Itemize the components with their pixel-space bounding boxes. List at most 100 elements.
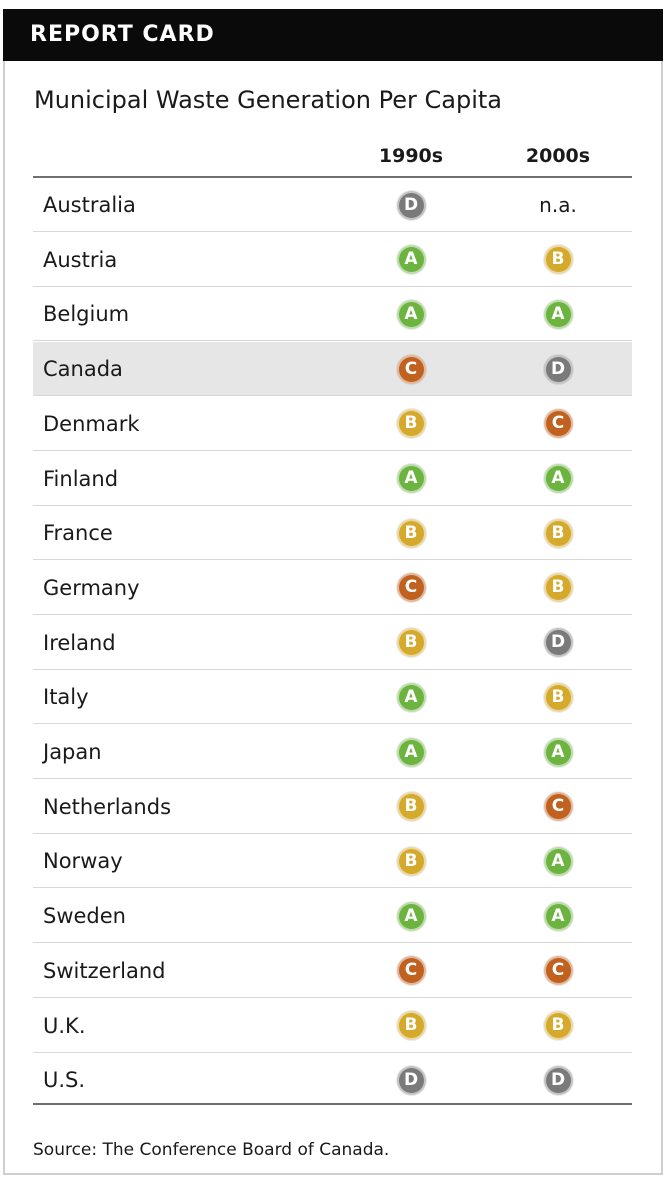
grade-c-badge: C xyxy=(543,409,573,439)
country-label: Canada xyxy=(43,357,123,382)
grade-1990s-cell: D xyxy=(356,1053,466,1107)
grade-a-badge: A xyxy=(396,464,426,493)
grade-1990s-cell: C xyxy=(356,944,466,998)
country-label: Norway xyxy=(43,849,123,874)
grade-1990s-cell: B xyxy=(356,780,466,834)
source-note: Source: The Conference Board of Canada. xyxy=(33,1140,390,1160)
grade-c-badge: C xyxy=(543,792,573,822)
grade-a-badge: A xyxy=(543,901,573,931)
grade-2000s-cell: B xyxy=(503,233,613,287)
grade-1990s-cell: B xyxy=(356,834,466,888)
grade-2000s-cell: A xyxy=(503,725,613,779)
grade-b-badge: B xyxy=(396,1011,426,1040)
grade-d-badge: D xyxy=(396,1065,426,1095)
country-label: France xyxy=(43,521,113,546)
grade-1990s-cell: C xyxy=(356,561,466,615)
country-label: Italy xyxy=(43,685,89,710)
table-row: Belgium A A xyxy=(33,287,632,342)
grade-a-badge: A xyxy=(396,737,426,767)
grade-a-badge: A xyxy=(396,299,426,329)
table-row: U.K. B B xyxy=(33,999,632,1053)
footer-divider xyxy=(33,1103,632,1105)
grade-d-badge: D xyxy=(543,354,573,384)
grade-1990s-cell: A xyxy=(356,670,466,724)
country-label: Belgium xyxy=(43,302,130,327)
grade-a-badge: A xyxy=(543,299,573,329)
grade-b-badge: B xyxy=(396,409,426,439)
grade-1990s-cell: B xyxy=(356,506,466,560)
table-row: Finland A A xyxy=(33,452,632,506)
grade-c-badge: C xyxy=(396,956,426,986)
country-label: U.S. xyxy=(43,1068,86,1093)
table-row: France B B xyxy=(33,506,632,561)
grade-2000s-cell: C xyxy=(503,397,613,451)
grade-1990s-cell: A xyxy=(356,233,466,287)
country-label: Switzerland xyxy=(43,958,166,983)
grade-2000s-cell: A xyxy=(503,452,613,506)
grade-2000s-cell: C xyxy=(503,944,613,998)
grade-2000s-cell: B xyxy=(503,670,613,724)
grade-2000s-cell: D xyxy=(503,616,613,670)
table-subtitle: Municipal Waste Generation Per Capita xyxy=(34,86,502,114)
grade-1990s-cell: A xyxy=(356,889,466,943)
country-label: Denmark xyxy=(43,411,140,436)
table-row: Norway B A xyxy=(33,834,632,889)
country-label: Japan xyxy=(43,740,102,764)
grade-c-badge: C xyxy=(396,573,426,603)
table-row: Sweden A A xyxy=(33,889,632,944)
country-label: Finland xyxy=(43,466,119,491)
grade-2000s-cell: B xyxy=(503,506,613,560)
country-label: Austria xyxy=(43,247,118,272)
grade-2000s-cell: D xyxy=(503,1053,613,1107)
grade-b-badge: B xyxy=(543,518,573,548)
grade-a-badge: A xyxy=(396,901,426,931)
grade-a-badge: A xyxy=(543,464,573,493)
country-label: Sweden xyxy=(43,904,126,929)
country-label: U.K. xyxy=(43,1013,86,1038)
column-header-2000s: 2000s xyxy=(525,145,591,167)
grade-a-badge: A xyxy=(396,245,426,275)
grade-b-badge: B xyxy=(396,628,426,658)
grade-1990s-cell: B xyxy=(356,397,466,451)
grade-1990s-cell: A xyxy=(356,725,466,779)
grade-b-badge: B xyxy=(396,846,426,876)
grade-1990s-cell: A xyxy=(356,452,466,506)
grade-a-badge: A xyxy=(396,682,426,712)
table-row: Germany C B xyxy=(33,561,632,615)
table-row: Italy A B xyxy=(33,670,632,725)
column-header-1990s: 1990s xyxy=(378,145,444,167)
header-divider xyxy=(33,176,632,178)
report-card: REPORT CARD Municipal Waste Generation P… xyxy=(3,9,663,1175)
grade-b-badge: B xyxy=(543,1011,573,1040)
table-row: U.S. D D xyxy=(33,1053,632,1107)
grade-2000s-cell: A xyxy=(503,834,613,888)
not-available-label: n.a. xyxy=(539,193,577,217)
table-row: Japan A A xyxy=(33,725,632,779)
grade-a-badge: A xyxy=(543,737,573,767)
grade-b-badge: B xyxy=(543,682,573,712)
table-row: Denmark B C xyxy=(33,397,632,451)
grade-d-badge: D xyxy=(396,190,426,220)
grade-2000s-cell: D xyxy=(503,342,613,396)
grade-b-badge: B xyxy=(396,792,426,822)
table-row: Switzerland C C xyxy=(33,944,632,998)
grade-2000s-cell: A xyxy=(503,287,613,341)
table-row: Ireland B D xyxy=(33,616,632,670)
grade-b-badge: B xyxy=(396,518,426,548)
grade-d-badge: D xyxy=(543,628,573,658)
country-label: Australia xyxy=(43,193,136,217)
grade-2000s-cell: A xyxy=(503,889,613,943)
grade-2000s-cell: B xyxy=(503,999,613,1053)
table-row: Austria A B xyxy=(33,233,632,287)
grade-1990s-cell: B xyxy=(356,999,466,1053)
grade-1990s-cell: A xyxy=(356,287,466,341)
country-label: Ireland xyxy=(43,630,116,655)
grade-2000s-cell: n.a. xyxy=(503,178,613,232)
grade-1990s-cell: D xyxy=(356,178,466,232)
report-card-title: REPORT CARD xyxy=(30,22,215,47)
header-bar: REPORT CARD xyxy=(3,9,663,61)
grade-c-badge: C xyxy=(543,956,573,986)
grade-1990s-cell: C xyxy=(356,342,466,396)
table-row: Netherlands B C xyxy=(33,780,632,834)
